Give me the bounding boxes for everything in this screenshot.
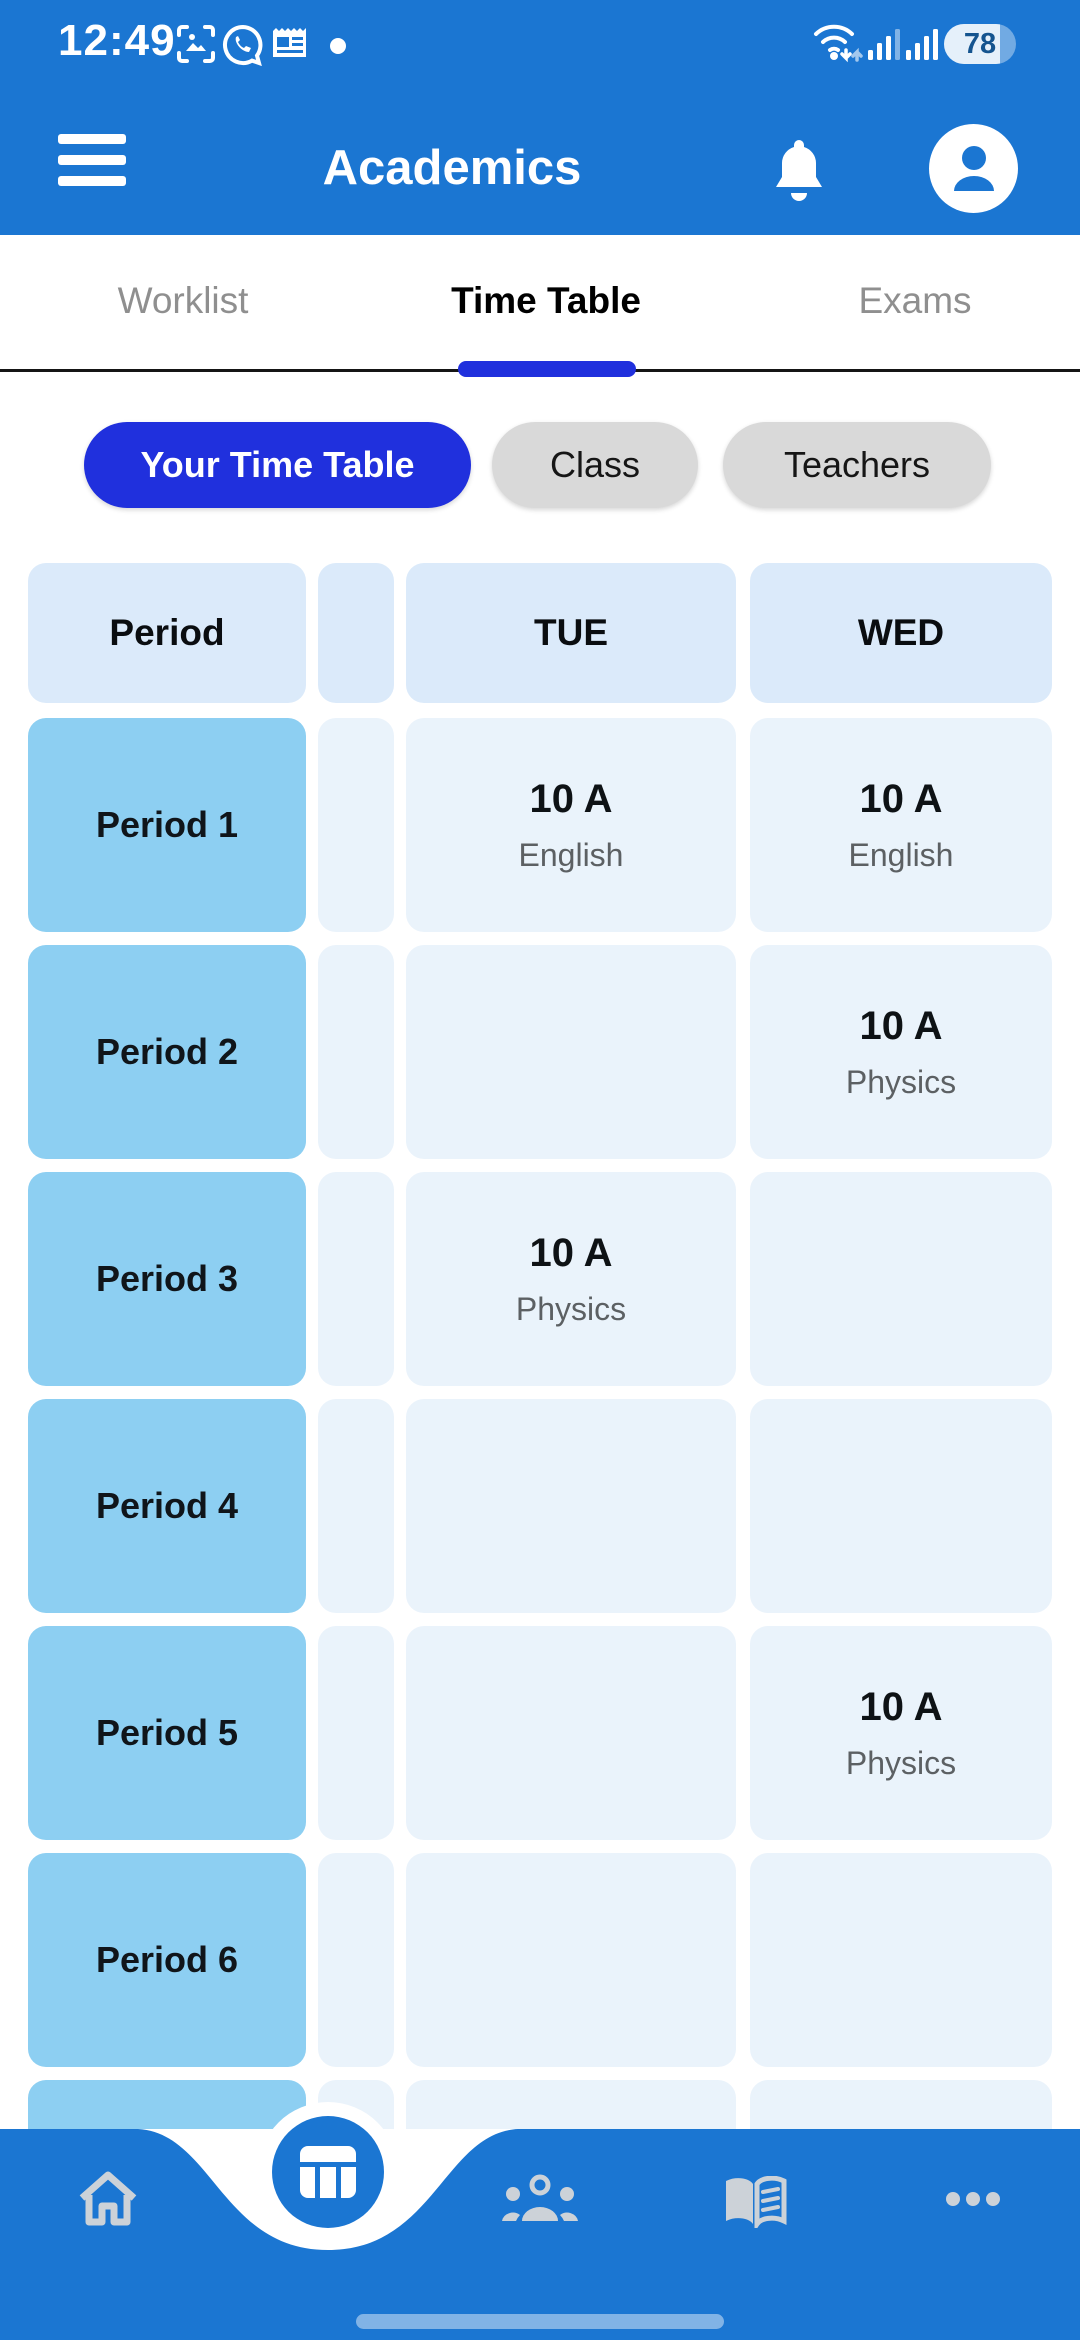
period-label-cell: Period 6 xyxy=(28,1853,306,2067)
timetable-cell: 10 A English xyxy=(750,718,1052,932)
scrolled-day-cell xyxy=(318,1853,394,2067)
cell-subject: English xyxy=(518,837,624,873)
column-header-cell xyxy=(318,563,394,703)
scrolled-day-cell xyxy=(318,718,394,932)
nav-item-more[interactable] xyxy=(944,2190,1002,2208)
filter-chip-teachers[interactable]: Teachers xyxy=(723,422,991,508)
active-tab-indicator xyxy=(458,361,636,377)
timetable-cell: 10 A English xyxy=(406,718,736,932)
nav-item-students[interactable] xyxy=(502,2172,578,2228)
column-header-cell: TUE xyxy=(406,563,736,703)
wifi-icon xyxy=(814,24,863,63)
cell-subject: Physics xyxy=(845,1064,957,1100)
scrolled-day-cell xyxy=(318,1399,394,1613)
profile-avatar-button[interactable] xyxy=(929,124,1018,213)
column-header-cell: Period xyxy=(28,563,306,703)
nav-item-timetable[interactable] xyxy=(272,2116,384,2228)
nav-item-book[interactable] xyxy=(722,2176,788,2228)
battery-percent: 78 xyxy=(963,27,997,60)
battery-pill: 78 xyxy=(944,24,1016,64)
period-label-cell: Period 3 xyxy=(28,1172,306,1386)
scrolled-day-cell xyxy=(318,1626,394,1840)
column-header-cell: WED xyxy=(750,563,1052,703)
gesture-handle[interactable] xyxy=(356,2314,724,2329)
timetable-cell: 10 A Physics xyxy=(406,1172,736,1386)
timetable-cell xyxy=(406,1853,736,2067)
menu-hamburger-button[interactable] xyxy=(58,134,126,186)
notification-dot xyxy=(330,38,346,54)
battery-fill xyxy=(944,24,1001,64)
cell-class-name: 10 A xyxy=(859,1685,943,1729)
timetable-cell xyxy=(406,1626,736,1840)
signal-bars xyxy=(906,29,938,60)
news-icon xyxy=(273,28,306,57)
timetable-cell xyxy=(750,1853,1052,2067)
scrolled-day-cell xyxy=(318,1172,394,1386)
tab-worklist[interactable]: Worklist xyxy=(117,280,249,321)
cell-subject: Physics xyxy=(515,1291,627,1327)
timetable-cell xyxy=(750,1172,1052,1386)
cell-class-name: 10 A xyxy=(859,1004,943,1048)
status-time: 12:49 xyxy=(58,16,176,65)
screenshot-icon xyxy=(177,25,215,63)
period-label-cell: Period 2 xyxy=(28,945,306,1159)
period-label-cell: Period 5 xyxy=(28,1626,306,1840)
page-title: Academics xyxy=(322,141,582,195)
notifications-bell-icon[interactable] xyxy=(770,136,828,206)
cell-class-name: 10 A xyxy=(859,777,943,821)
person-icon xyxy=(953,145,994,191)
nav-item-home[interactable] xyxy=(77,2168,139,2228)
timetable-cell xyxy=(406,945,736,1159)
top-app-bar xyxy=(0,0,1080,235)
scrolled-day-cell xyxy=(318,945,394,1159)
cell-class-name: 10 A xyxy=(529,777,613,821)
timetable-icon xyxy=(300,2146,356,2198)
timetable-cell: 10 A Physics xyxy=(750,945,1052,1159)
timetable-cell xyxy=(406,1399,736,1613)
tab-exams[interactable]: Exams xyxy=(858,280,972,321)
cell-subject: English xyxy=(848,837,954,873)
timetable-cell xyxy=(750,1399,1052,1613)
tab-time-table[interactable]: Time Table xyxy=(451,280,641,321)
nav-wave-background xyxy=(0,2129,1080,2340)
tab-bar xyxy=(0,235,1080,372)
cell-subject: Physics xyxy=(845,1745,957,1781)
bottom-navigation xyxy=(0,2129,1080,2340)
timetable-cell: 10 A Physics xyxy=(750,1626,1052,1840)
signal-bars xyxy=(868,29,900,60)
filter-chip-class[interactable]: Class xyxy=(492,422,698,508)
cell-class-name: 10 A xyxy=(529,1231,613,1275)
whatsapp-icon xyxy=(223,24,263,66)
period-label-cell: Period 1 xyxy=(28,718,306,932)
filter-chip-your-time-table[interactable]: Your Time Table xyxy=(84,422,471,508)
period-label-cell: Period 4 xyxy=(28,1399,306,1613)
